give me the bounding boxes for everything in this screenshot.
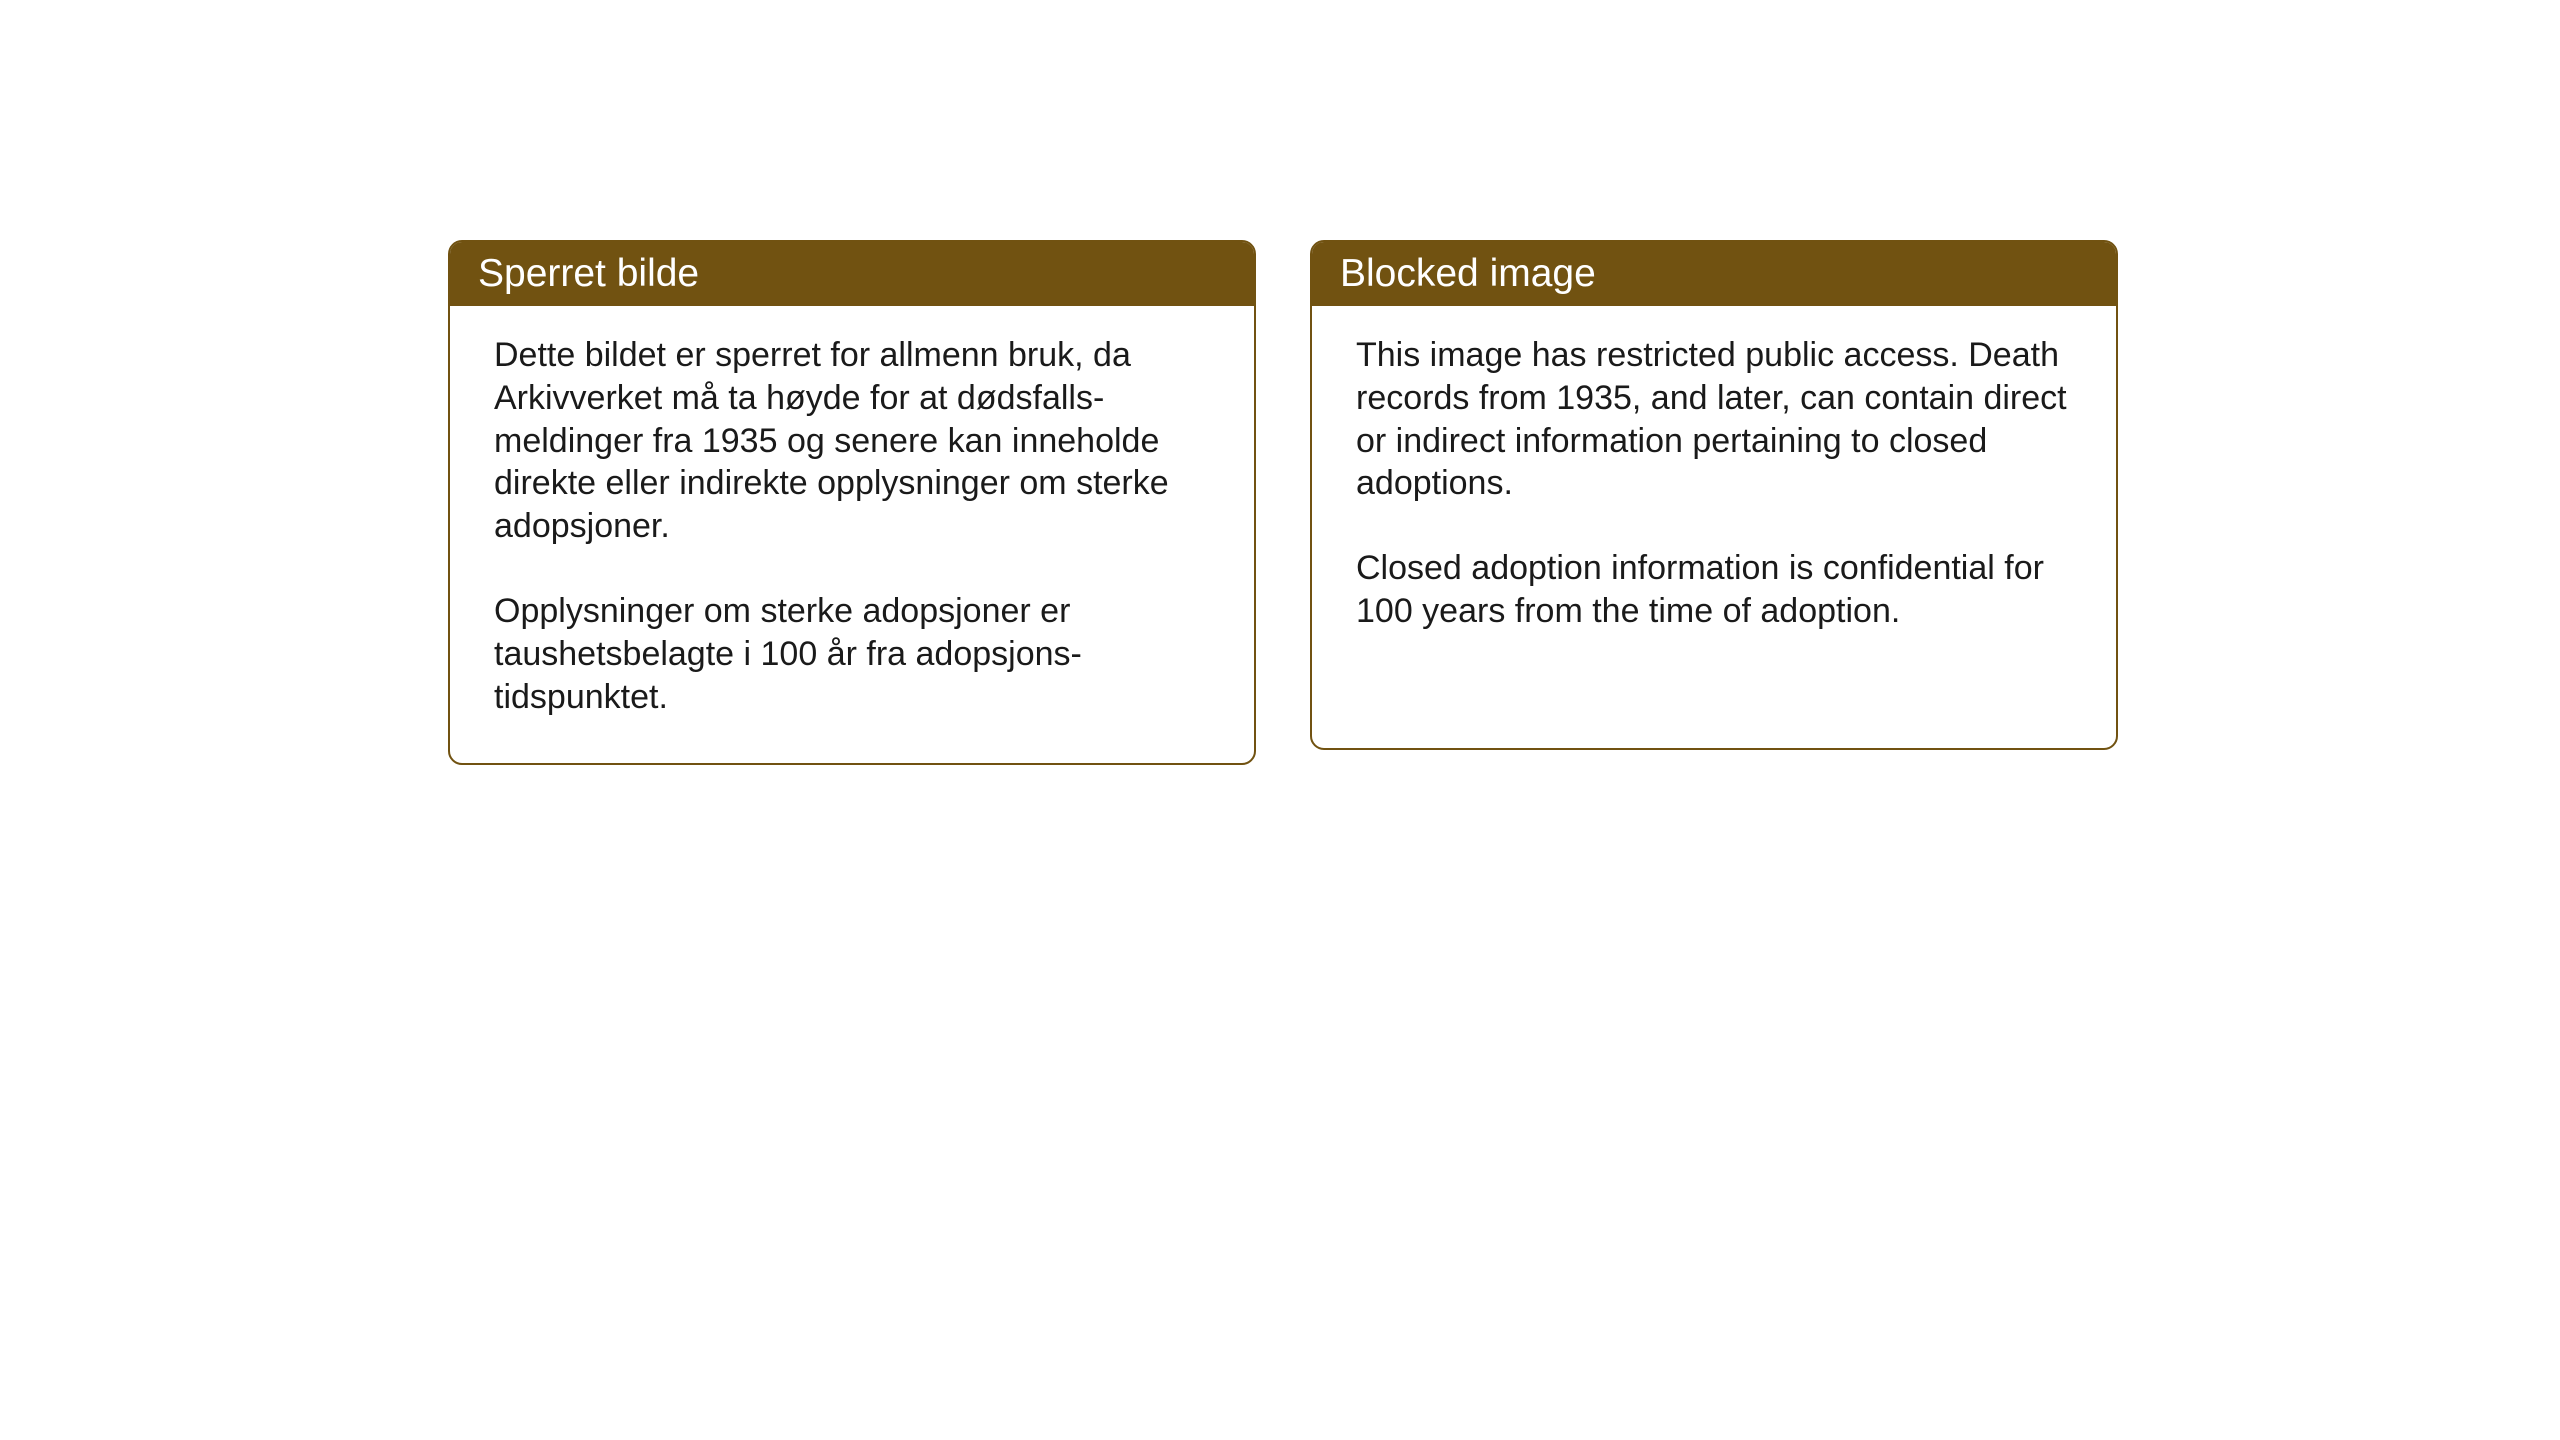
card-header-norwegian: Sperret bilde: [450, 242, 1254, 306]
card-body-norwegian: Dette bildet er sperret for allmenn bruk…: [450, 306, 1254, 763]
card-english: Blocked image This image has restricted …: [1310, 240, 2118, 750]
paragraph-2-english: Closed adoption information is confident…: [1356, 547, 2072, 633]
card-header-english: Blocked image: [1312, 242, 2116, 306]
paragraph-1-norwegian: Dette bildet er sperret for allmenn bruk…: [494, 334, 1210, 548]
paragraph-1-english: This image has restricted public access.…: [1356, 334, 2072, 505]
card-title-english: Blocked image: [1340, 252, 1596, 295]
card-norwegian: Sperret bilde Dette bildet er sperret fo…: [448, 240, 1256, 765]
cards-container: Sperret bilde Dette bildet er sperret fo…: [0, 0, 2560, 765]
card-title-norwegian: Sperret bilde: [478, 252, 699, 295]
paragraph-2-norwegian: Opplysninger om sterke adopsjoner er tau…: [494, 590, 1210, 718]
card-body-english: This image has restricted public access.…: [1312, 306, 2116, 677]
